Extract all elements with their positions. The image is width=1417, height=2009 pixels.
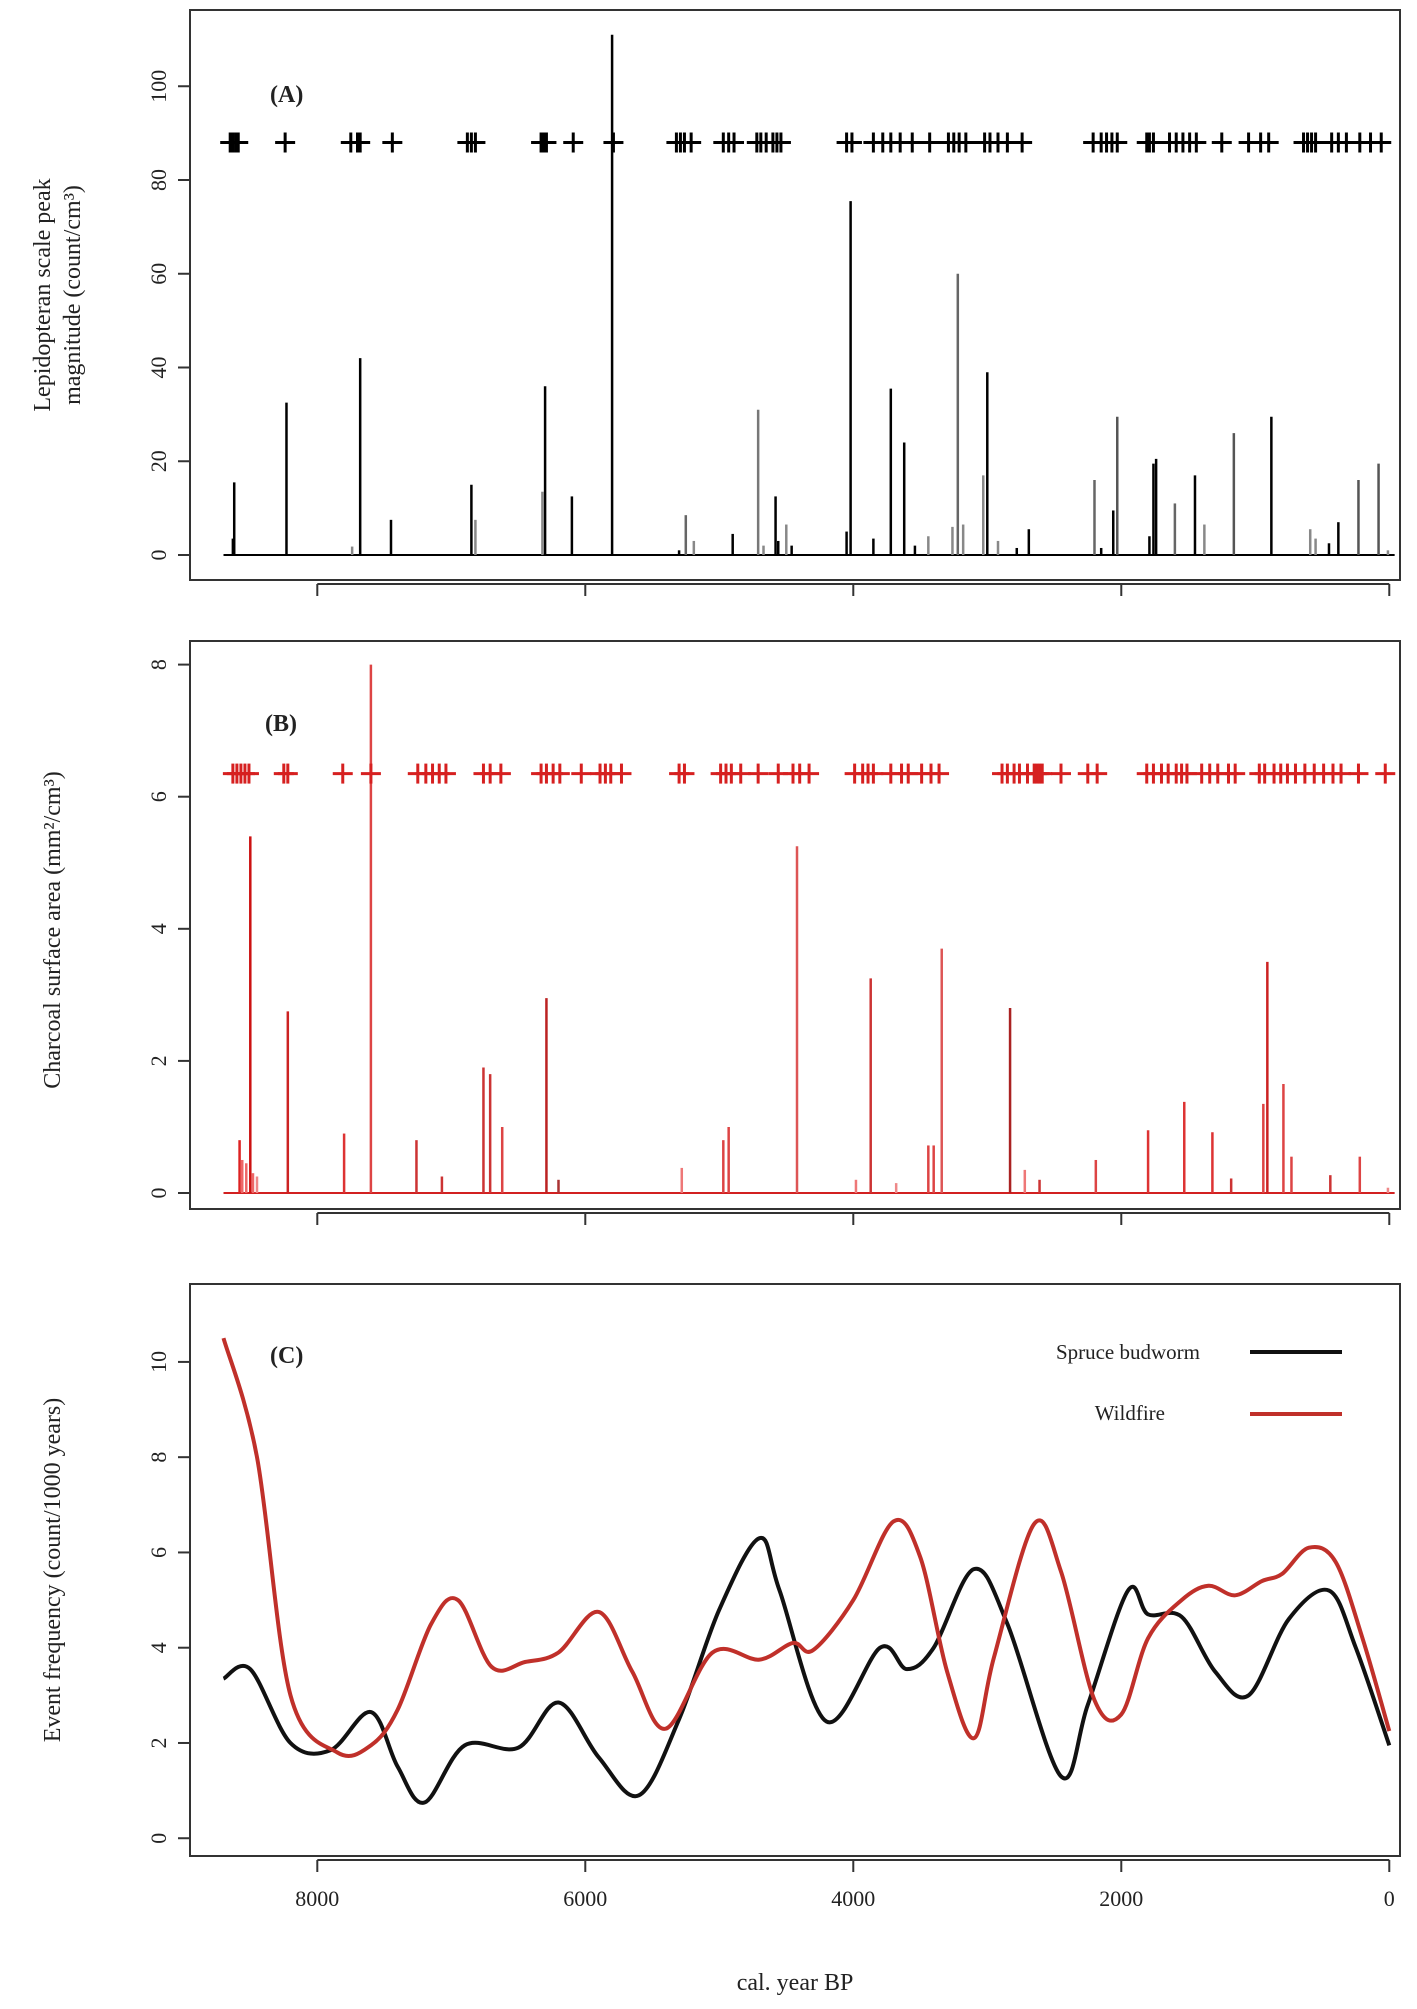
event-marker [770,132,791,153]
y-tick-label: 4 [146,1642,171,1653]
event-marker [1107,132,1128,153]
event-marker [902,132,923,153]
event-marker [1211,132,1232,153]
event-marker [536,132,557,153]
y-tick-label: 8 [146,1452,171,1463]
event-marker [929,763,950,784]
event-marker [841,132,862,153]
y-tick-label: 80 [146,169,171,191]
panel-a-frame [189,9,1401,581]
event-marker [1012,132,1033,153]
panel-a-event-markers [220,132,1392,153]
event-marker [277,763,298,784]
y-tick-label: 4 [146,923,171,934]
event-marker [955,132,976,153]
legend: Spruce budworm Wildfire [1056,1340,1342,1425]
y-tick-label: 10 [146,1351,171,1373]
event-marker [1032,763,1053,784]
panel-c-y-axis: 0 2 4 6 8 10 [146,1351,190,1844]
panel-c: 0 2 4 6 8 10 (C) Event frequency (count/1000 … [40,1283,1401,1857]
panel-b-bars [223,664,1395,1194]
series-line-spruce-budworm [222,1536,1392,1805]
event-marker [275,132,296,153]
event-marker [603,132,624,153]
event-marker [238,763,259,784]
panel-a-label: (A) [270,82,303,108]
event-marker [549,763,570,784]
event-marker [724,132,745,153]
event-marker [674,763,695,784]
panel-c-lines [221,1337,1392,1805]
panel-c-frame [189,1283,1401,1857]
event-marker [1348,763,1369,784]
y-tick-label: 2 [146,1737,171,1748]
panel-a-ylabel-line2: magnitude (count/cm³) [60,185,86,405]
panel-c-ylabel: Event frequency (count/1000 years) [40,1398,66,1743]
legend-label-spruce-budworm: Spruce budworm [1056,1340,1200,1364]
event-marker [730,763,751,784]
series-line-wildfire [221,1337,1392,1758]
event-marker [1331,763,1352,784]
panel-a-ylabel-line1: Lepidopteran scale peak [30,178,56,411]
event-marker [350,132,371,153]
y-tick-label: 0 [146,1833,171,1844]
legend-label-wildfire: Wildfire [1095,1401,1165,1425]
y-tick-label: 6 [146,1547,171,1558]
event-marker [228,132,249,153]
event-marker [919,132,940,153]
event-marker [863,763,884,784]
panel-b-y-axis: 0 2 4 6 8 [146,659,190,1199]
event-marker [748,763,769,784]
panel-b-label: (B) [265,711,297,737]
event-marker [681,132,702,153]
y-tick-label: 0 [146,1188,171,1199]
event-marker [382,132,403,153]
event-marker [611,763,632,784]
panel-a-bars [223,34,1395,556]
event-marker [1225,763,1246,784]
x-tick-label: 6000 [563,1886,607,1911]
x-tick-label: 0 [1384,1886,1395,1911]
panel-a-y-axis: 0 20 40 60 80 100 [146,70,190,561]
x-axis-title: cal. year BP [737,1970,854,1996]
x-tick-label: 4000 [831,1886,875,1911]
y-tick-label: 100 [146,70,171,103]
event-marker [1375,763,1396,784]
y-tick-label: 20 [146,450,171,472]
event-marker [1050,763,1071,784]
panel-b-event-markers [222,763,1396,784]
y-tick-label: 8 [146,659,171,670]
event-marker [1258,132,1279,153]
y-tick-label: 40 [146,357,171,379]
event-marker [571,763,592,784]
x-tick-label: 8000 [295,1886,339,1911]
event-marker [360,763,381,784]
x-axes: 8000 6000 4000 2000 0 [295,583,1395,1911]
y-tick-label: 2 [146,1055,171,1066]
panel-c-label: (C) [270,1343,303,1369]
event-marker [1087,763,1108,784]
y-tick-label: 6 [146,791,171,802]
event-marker [332,763,353,784]
panel-b-ylabel: Charcoal surface area (mm²/cm³) [40,771,66,1089]
panel-b: 0 2 4 6 8 (B) Charcoal surface area (mm²/cm³… [40,640,1401,1210]
event-marker [799,763,820,784]
panel-a: 0 20 40 60 80 100 (A) Lepidopteran scale peak… [30,9,1401,581]
event-marker [490,763,511,784]
event-marker [435,763,456,784]
y-tick-label: 60 [146,263,171,285]
event-marker [465,132,486,153]
event-marker [563,132,584,153]
event-marker [1186,132,1207,153]
event-marker [1371,132,1392,153]
x-tick-label: 2000 [1099,1886,1143,1911]
panel-b-frame [189,640,1401,1210]
y-tick-label: 0 [146,550,171,561]
